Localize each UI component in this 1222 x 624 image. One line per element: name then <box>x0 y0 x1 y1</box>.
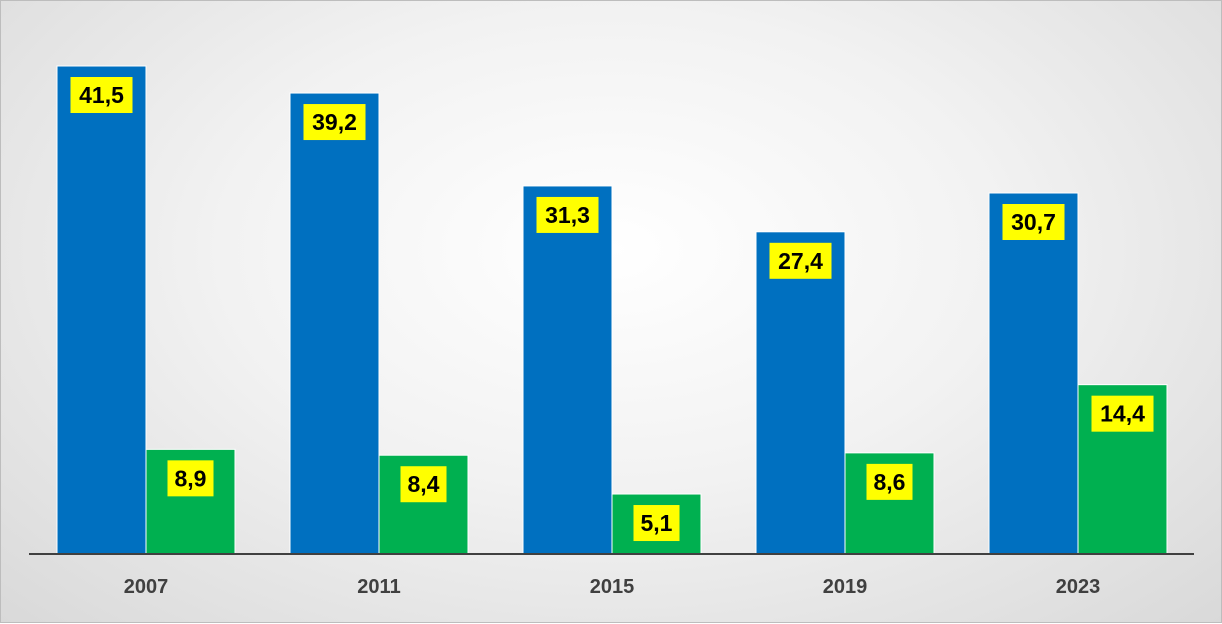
data-label-background <box>633 505 680 542</box>
data-label-value: 8,6 <box>874 469 906 495</box>
bar-2011-series-1 <box>289 92 380 555</box>
data-label-2015-series-2: 5,1 <box>633 505 680 542</box>
data-label-background <box>1091 395 1154 432</box>
data-label-value: 30,7 <box>1011 209 1056 235</box>
data-label-value: 27,4 <box>778 248 823 274</box>
data-label-2011-series-1: 39,2 <box>303 104 366 141</box>
data-label-2015-series-1: 31,3 <box>536 196 599 233</box>
bar-2023-series-1 <box>988 192 1079 555</box>
data-label-background <box>70 77 133 113</box>
data-label-background <box>769 242 832 279</box>
data-label-background <box>866 463 913 500</box>
data-label-2023-series-2: 14,4 <box>1091 395 1154 432</box>
x-tick-label-2019: 2019 <box>823 576 868 598</box>
data-label-value: 14,4 <box>1100 401 1145 427</box>
data-label-background <box>1002 203 1065 240</box>
data-label-2019-series-2: 8,6 <box>866 463 913 500</box>
data-label-2019-series-1: 27,4 <box>769 242 832 279</box>
data-label-2007-series-2: 8,9 <box>167 460 214 497</box>
data-label-value: 5,1 <box>641 510 673 536</box>
data-label-value: 31,3 <box>545 202 590 228</box>
bar-2007-series-1 <box>56 65 147 555</box>
data-label-background <box>536 196 599 233</box>
bar-2019-series-1 <box>755 231 846 555</box>
data-label-2023-series-1: 30,7 <box>1002 203 1065 240</box>
data-label-2007-series-1: 41,5 <box>70 77 133 113</box>
data-label-value: 39,2 <box>312 109 357 135</box>
x-tick-label-2023: 2023 <box>1056 576 1101 598</box>
data-label-value: 41,5 <box>79 82 124 108</box>
x-tick-label-2011: 2011 <box>357 576 400 598</box>
data-label-background <box>167 460 214 497</box>
data-label-background <box>303 104 366 141</box>
x-tick-label-2007: 2007 <box>124 576 169 598</box>
x-tick-label-2015: 2015 <box>590 576 635 598</box>
data-label-2011-series-2: 8,4 <box>400 466 447 503</box>
bar-2015-series-1 <box>522 185 613 555</box>
data-label-value: 8,4 <box>408 471 440 497</box>
data-label-background <box>400 466 447 503</box>
data-label-value: 8,9 <box>175 465 207 491</box>
